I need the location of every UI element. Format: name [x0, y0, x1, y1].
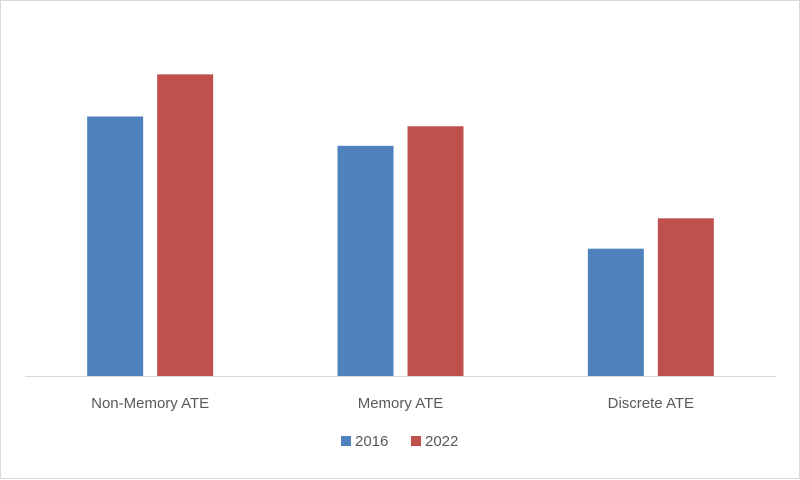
bar-non-memory-ate-2022 [157, 74, 214, 376]
category-label: Discrete ATE [608, 395, 694, 412]
legend: 2016 2022 [341, 433, 458, 450]
legend-swatch [411, 436, 421, 446]
bar-memory-ate-2016 [337, 145, 394, 376]
bar-memory-ate-2022 [407, 126, 464, 376]
legend-item-2016: 2016 [341, 433, 388, 450]
legend-item-2022: 2022 [411, 433, 458, 450]
legend-label: 2022 [425, 433, 458, 450]
legend-swatch [341, 436, 351, 446]
category-label: Memory ATE [358, 395, 444, 412]
bar-non-memory-ate-2016 [87, 116, 144, 377]
category-label: Non-Memory ATE [91, 395, 209, 412]
legend-label: 2016 [355, 433, 388, 450]
bar-discrete-ate-2022 [657, 218, 714, 376]
bars-layer [87, 74, 714, 377]
category-labels: Non-Memory ATE Memory ATE Discrete ATE [91, 395, 694, 412]
bar-discrete-ate-2016 [587, 248, 644, 376]
